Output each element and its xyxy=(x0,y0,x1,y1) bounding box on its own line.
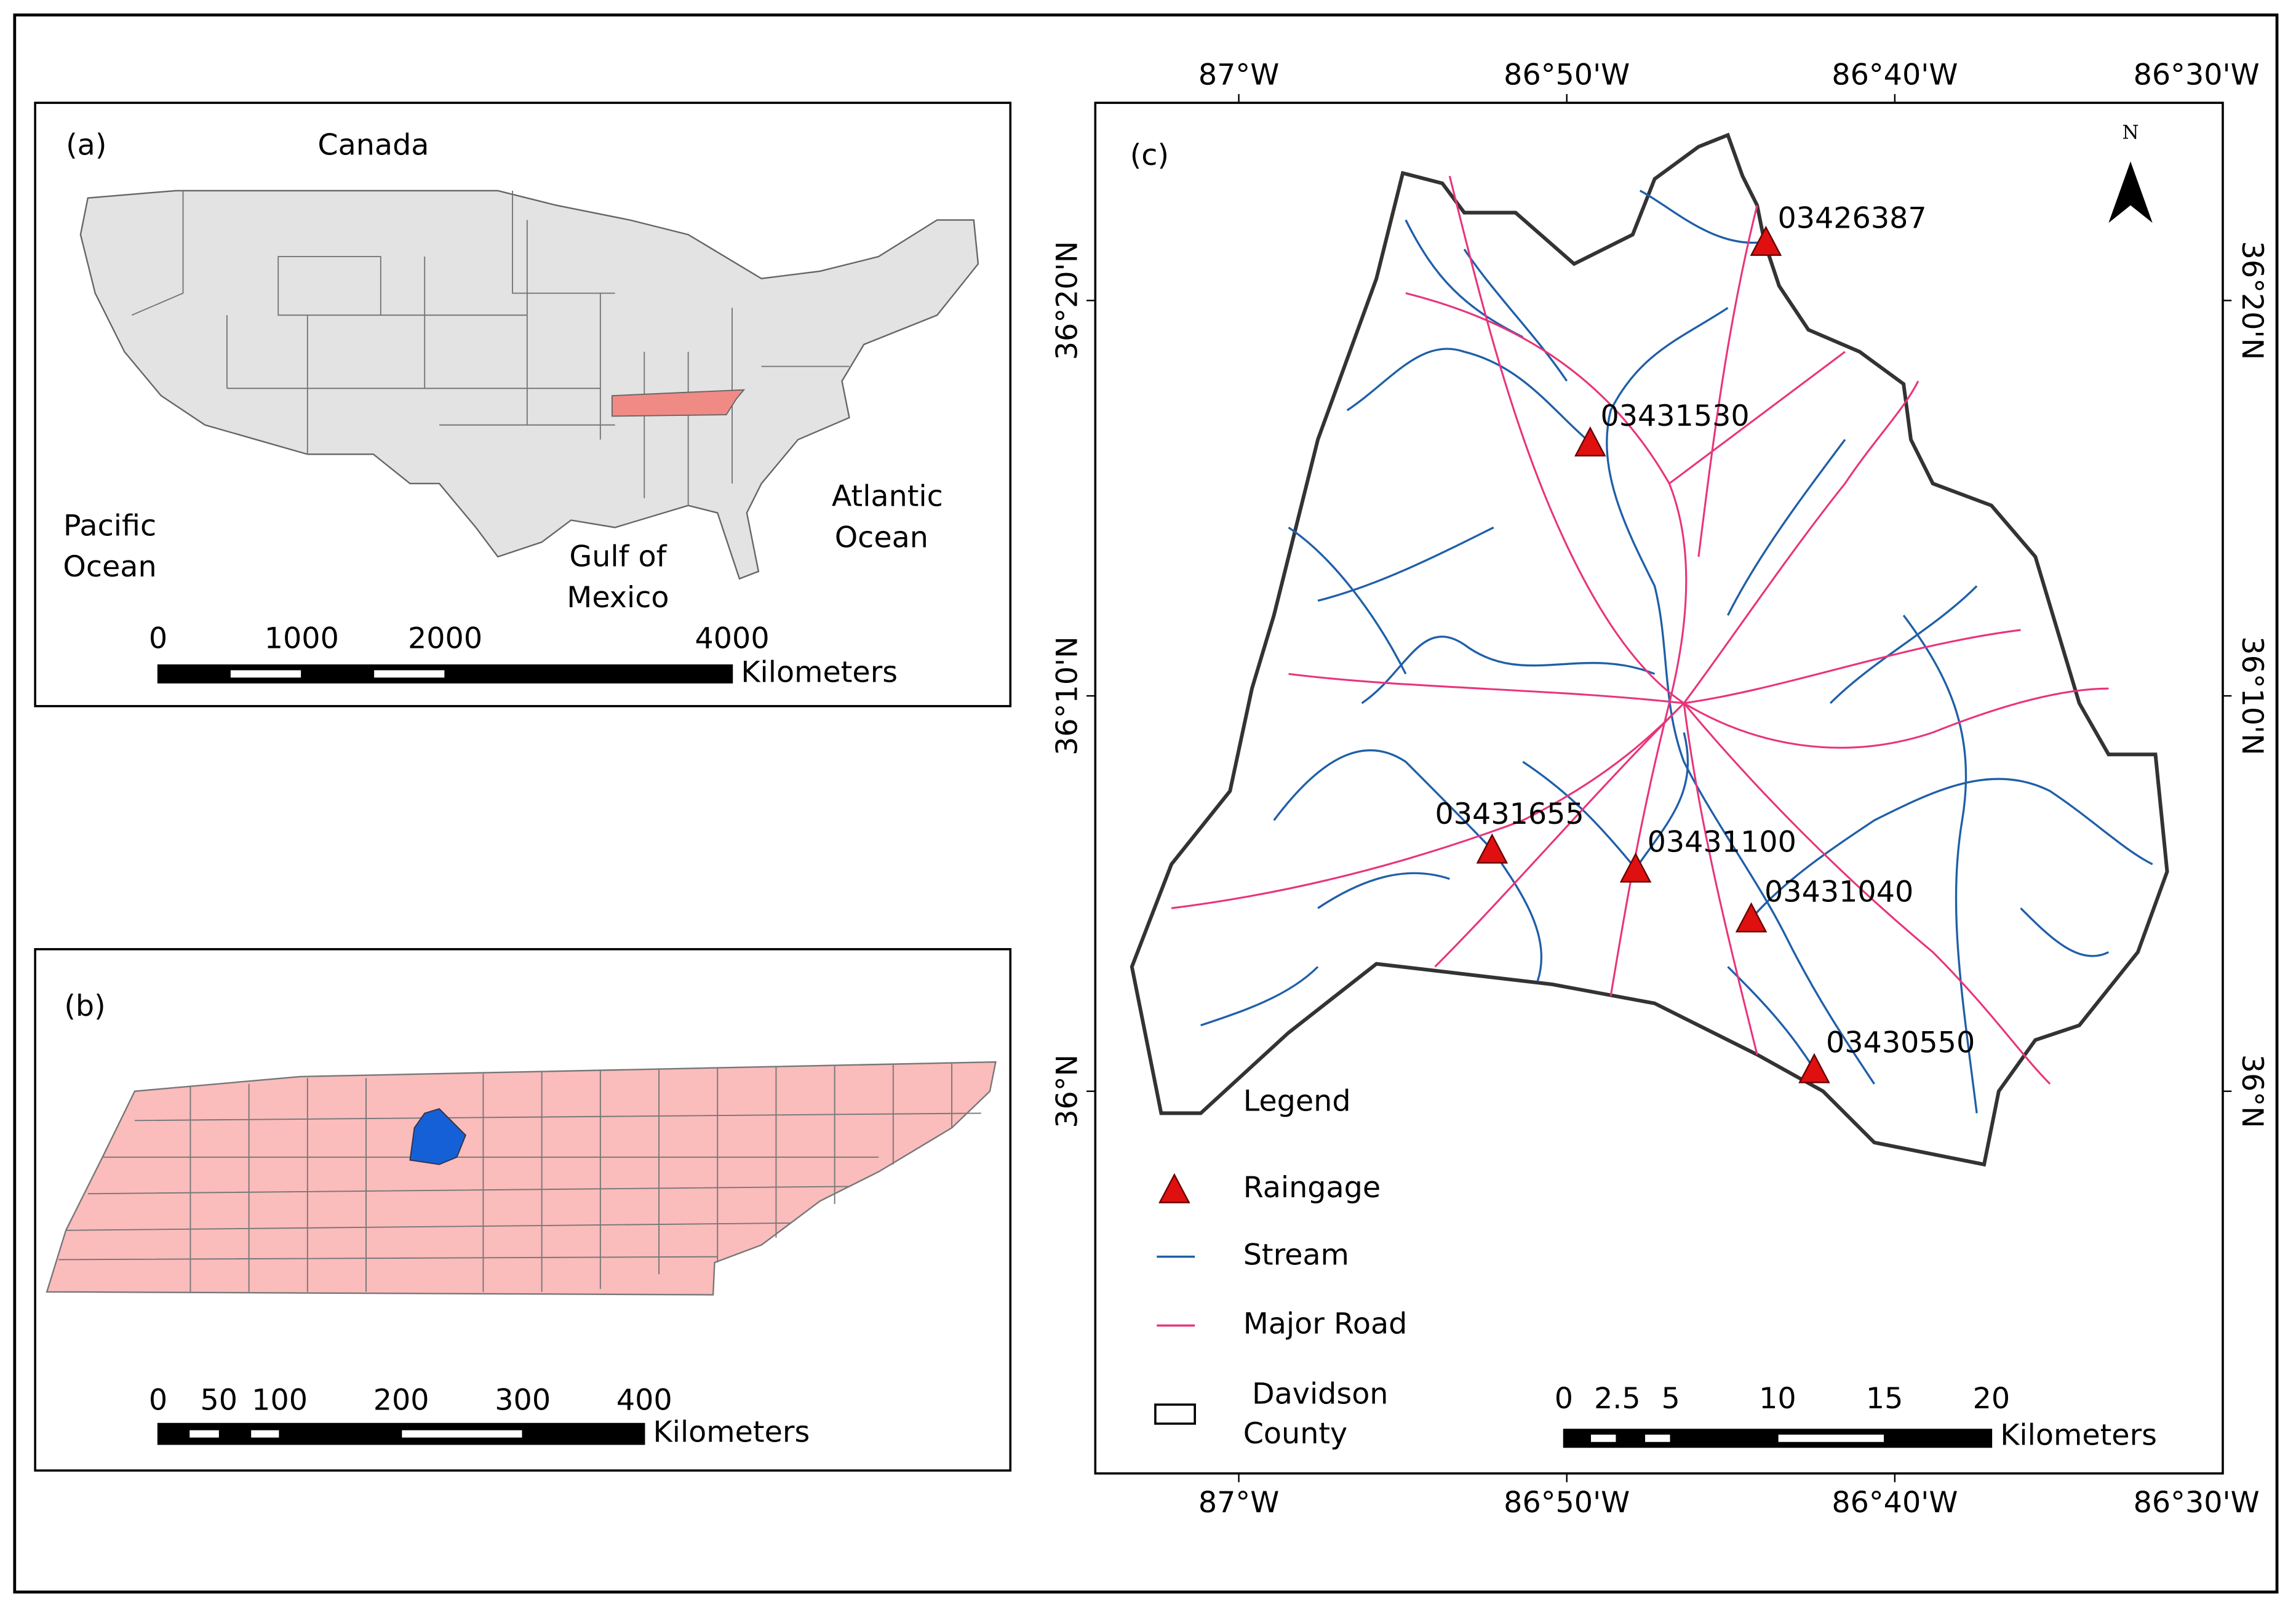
scale-tick-label: 0 xyxy=(149,622,167,656)
lat-label: 36°N xyxy=(2235,1055,2269,1128)
scale-tick-label: 0 xyxy=(1555,1382,1573,1416)
scale-tick-label: 400 xyxy=(616,1383,672,1417)
scale-tick-label: 1000 xyxy=(265,622,339,656)
scale-tick-label: 0 xyxy=(149,1383,167,1417)
raingage-label: 03431655 xyxy=(1435,797,1584,831)
scale-tick-label: 300 xyxy=(495,1383,551,1417)
scale-bar xyxy=(157,1422,645,1445)
panel-label: (c) xyxy=(1130,138,1169,172)
raingage-label: 03431100 xyxy=(1648,825,1796,859)
scale-tick-label: 2000 xyxy=(408,622,482,656)
tennessee-map xyxy=(46,1061,997,1296)
scale-tick-label: 20 xyxy=(1973,1382,2011,1416)
raingage xyxy=(1476,833,1509,864)
lon-label: 86°30'W xyxy=(2134,58,2260,92)
legend-symbol xyxy=(1154,1403,1196,1425)
raingage-label: 03426387 xyxy=(1777,202,1926,236)
davidson-boundary xyxy=(1130,132,2169,1167)
place-label: Mexico xyxy=(567,581,669,615)
scale-bar xyxy=(157,664,733,684)
place-label: Gulf of xyxy=(569,540,667,573)
place-label: Atlantic xyxy=(832,480,943,514)
figure-border xyxy=(13,13,2279,1594)
scale-tick-label: 5 xyxy=(1662,1382,1680,1416)
state-lines xyxy=(131,190,850,506)
scale-tick-label: 4000 xyxy=(695,622,769,656)
scale-tick-label: 50 xyxy=(201,1383,238,1417)
lon-label: 86°50'W xyxy=(1504,58,1630,92)
tennessee-highlight xyxy=(611,389,746,417)
legend-label: Stream xyxy=(1243,1238,1349,1272)
lon-label: 86°30'W xyxy=(2134,1486,2260,1520)
scale-bar xyxy=(1563,1429,1993,1448)
raingage-label: 03431040 xyxy=(1764,875,1913,909)
north-arrow: N xyxy=(2108,122,2153,223)
place-label: Ocean xyxy=(835,520,928,554)
raingage-label: 03430550 xyxy=(1826,1026,1975,1060)
us-map xyxy=(79,189,979,580)
scale-unit: Kilometers xyxy=(741,655,898,689)
raingage-label: 03431530 xyxy=(1600,399,1749,433)
raingage xyxy=(1735,902,1768,933)
county-lines xyxy=(58,1063,981,1292)
legend-label: County xyxy=(1243,1417,1348,1451)
raingage xyxy=(1750,225,1782,256)
lat-label: 36°20'N xyxy=(2235,241,2269,361)
lon-label: 86°40'W xyxy=(1832,58,1958,92)
legend-title: Legend xyxy=(1243,1085,1351,1119)
graticule-ticks xyxy=(1086,94,2232,1483)
raingage xyxy=(1619,852,1652,883)
lat-label: 36°N xyxy=(1050,1055,1084,1128)
scale-tick-label: 10 xyxy=(1759,1382,1796,1416)
place-label: Pacific xyxy=(63,509,156,543)
north-label: N xyxy=(2123,122,2139,144)
panel-b-frame xyxy=(34,948,1012,1472)
lat-label: 36°10'N xyxy=(2235,636,2269,756)
scale-tick-label: 100 xyxy=(252,1383,308,1417)
lon-label: 86°50'W xyxy=(1504,1486,1630,1520)
raingage xyxy=(1574,426,1606,457)
scale-tick-label: 2.5 xyxy=(1594,1382,1641,1416)
major-roads xyxy=(1171,175,2109,1085)
lon-label: 86°40'W xyxy=(1832,1486,1958,1520)
scale-unit: Kilometers xyxy=(2000,1418,2157,1452)
scale-tick-label: 200 xyxy=(373,1383,429,1417)
raingage xyxy=(1798,1053,1830,1083)
scale-unit: Kilometers xyxy=(653,1416,810,1449)
lon-label: 87°W xyxy=(1198,1486,1279,1520)
legend-label: Davidson xyxy=(1252,1378,1389,1411)
legend-symbol xyxy=(1158,1173,1190,1203)
streams xyxy=(1200,189,2153,1114)
legend-label: Raingage xyxy=(1243,1171,1381,1205)
panel-c-frame xyxy=(1094,102,2224,1475)
panel-label: (b) xyxy=(64,989,105,1023)
panel-label: (a) xyxy=(66,129,106,162)
davidson-county xyxy=(409,1108,466,1165)
scale-tick-label: 15 xyxy=(1866,1382,1903,1416)
lat-label: 36°10'N xyxy=(1050,636,1084,756)
raingages: 03426387 03431530 03431655 03431100 03431040… xyxy=(1435,202,1975,1083)
panel-a-frame xyxy=(34,102,1012,708)
legend-label: Major Road xyxy=(1243,1307,1408,1341)
place-label: Ocean xyxy=(63,550,156,584)
lon-label: 87°W xyxy=(1198,58,1279,92)
lat-label: 36°20'N xyxy=(1050,241,1084,361)
place-label: Canada xyxy=(317,129,429,162)
